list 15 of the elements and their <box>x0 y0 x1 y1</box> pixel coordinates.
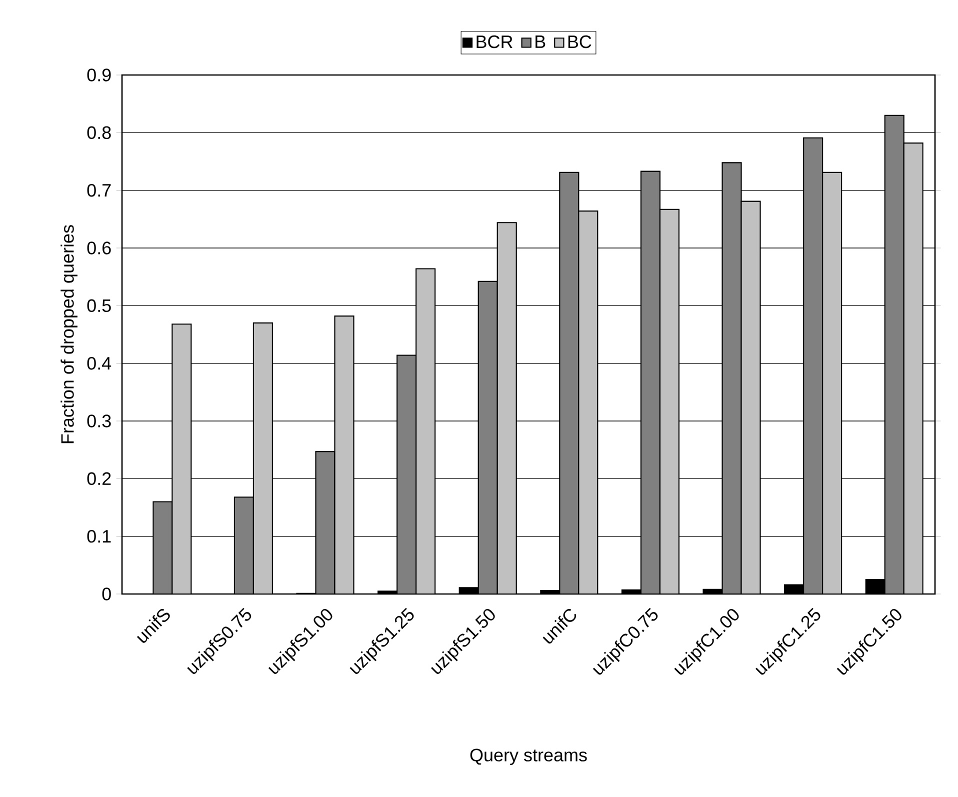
legend-label: BC <box>568 35 592 48</box>
legend-label: B <box>536 36 546 48</box>
x-axis-title: Query streams <box>470 748 587 766</box>
y-tick-label: 0.2 <box>87 472 111 486</box>
y-tick-label: 0.3 <box>87 414 111 428</box>
y-tick-label: 0.9 <box>87 68 111 82</box>
y-tick-label: 0.5 <box>87 299 111 312</box>
y-tick-label: 0.8 <box>87 126 111 140</box>
y-tick-label: 0.7 <box>87 184 111 197</box>
y-tick-label: 0 <box>102 588 111 600</box>
legend-label: BCR <box>476 35 512 48</box>
y-tick-label: 0.6 <box>87 242 111 254</box>
y-axis-title: Fraction of dropped queries <box>60 225 78 444</box>
y-tick-label: 0.4 <box>87 356 112 370</box>
y-tick-label: 0.1 <box>87 530 111 543</box>
